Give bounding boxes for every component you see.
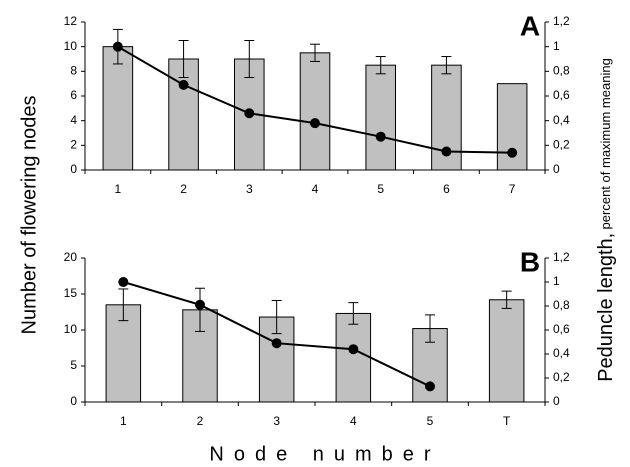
x-tick-label: 1 — [120, 414, 127, 428]
y-tick-label: 12 — [64, 14, 78, 28]
y-tick-label: 2 — [70, 138, 77, 152]
x-tick-label: 3 — [246, 182, 253, 196]
line-marker — [271, 338, 282, 349]
y-tick-label: 5 — [70, 358, 77, 372]
error-bar — [441, 56, 452, 75]
x-tick-label: 2 — [180, 182, 187, 196]
y-tick-label: 10 — [64, 322, 78, 336]
y2-axis-label-main: Peduncle length, — [595, 233, 617, 382]
y2-tick-label: 0,6 — [553, 88, 570, 102]
bar — [488, 299, 525, 403]
x-tick-label: T — [503, 414, 511, 428]
line-marker — [112, 41, 123, 52]
x-tick-label: 4 — [350, 414, 357, 428]
x-tick-label: 5 — [377, 182, 384, 196]
x-tick-label: 6 — [443, 182, 450, 196]
line-marker — [425, 381, 435, 392]
bar — [365, 64, 396, 171]
y2-tick-label: 0,6 — [553, 322, 570, 336]
panel-label: A — [520, 10, 540, 41]
y-tick-label: 6 — [70, 88, 77, 102]
error-bar — [348, 302, 359, 325]
y2-tick-label: 0,8 — [553, 298, 570, 312]
bar — [102, 46, 134, 171]
line-marker — [441, 146, 452, 157]
y2-axis-label-sub: percent of maximum meaning — [598, 58, 613, 229]
y-tick-label: 10 — [64, 39, 78, 53]
line-marker — [195, 299, 205, 310]
error-bar — [310, 43, 320, 62]
line-marker — [310, 118, 320, 129]
line-marker — [244, 108, 255, 119]
x-tick-label: 2 — [197, 414, 204, 428]
y2-tick-label: 0,4 — [553, 346, 570, 360]
panel-label: B — [520, 246, 540, 277]
x-tick-label: 5 — [427, 414, 434, 428]
y2-axis-label: Peduncle length, percent of maximum mean… — [595, 58, 617, 382]
bar — [335, 312, 372, 403]
x-axis-label: Node number — [209, 443, 440, 465]
y-tick-label: 0 — [70, 162, 77, 176]
x-tick-label: 7 — [509, 182, 516, 196]
error-bar — [195, 287, 205, 332]
y2-tick-label: 1,2 — [553, 14, 570, 28]
line-marker — [348, 344, 359, 355]
y2-tick-label: 0,2 — [553, 370, 570, 384]
bar — [299, 52, 331, 171]
y-axis-label: Number of flowering nodes — [18, 95, 40, 334]
y2-tick-label: 0 — [553, 162, 560, 176]
line-marker — [118, 277, 129, 287]
line-marker — [507, 147, 518, 158]
x-tick-label: 1 — [115, 182, 122, 196]
error-bar — [501, 290, 512, 309]
error-bar — [271, 299, 282, 335]
y2-tick-label: 1,2 — [553, 250, 570, 264]
y-tick-label: 20 — [64, 250, 78, 264]
y-tick-label: 4 — [70, 113, 77, 127]
line-marker — [178, 79, 189, 90]
bar — [496, 83, 528, 171]
y2-tick-label: 0,8 — [553, 64, 570, 78]
x-tick-label: 3 — [273, 414, 280, 428]
error-bar — [375, 56, 386, 75]
error-bar — [425, 314, 435, 343]
y2-tick-label: 1 — [553, 274, 560, 288]
y-tick-label: 0 — [70, 394, 77, 408]
y2-tick-label: 0 — [553, 394, 560, 408]
y-tick-label: 15 — [64, 286, 78, 300]
error-bar — [118, 288, 129, 322]
y2-tick-label: 0,2 — [553, 138, 570, 152]
y2-tick-label: 1 — [553, 39, 560, 53]
error-bar — [178, 40, 189, 78]
error-bar — [244, 40, 255, 78]
y-tick-label: 8 — [70, 64, 77, 78]
y2-tick-label: 0,4 — [553, 113, 570, 127]
line-marker — [375, 131, 386, 142]
x-tick-label: 4 — [312, 182, 319, 196]
